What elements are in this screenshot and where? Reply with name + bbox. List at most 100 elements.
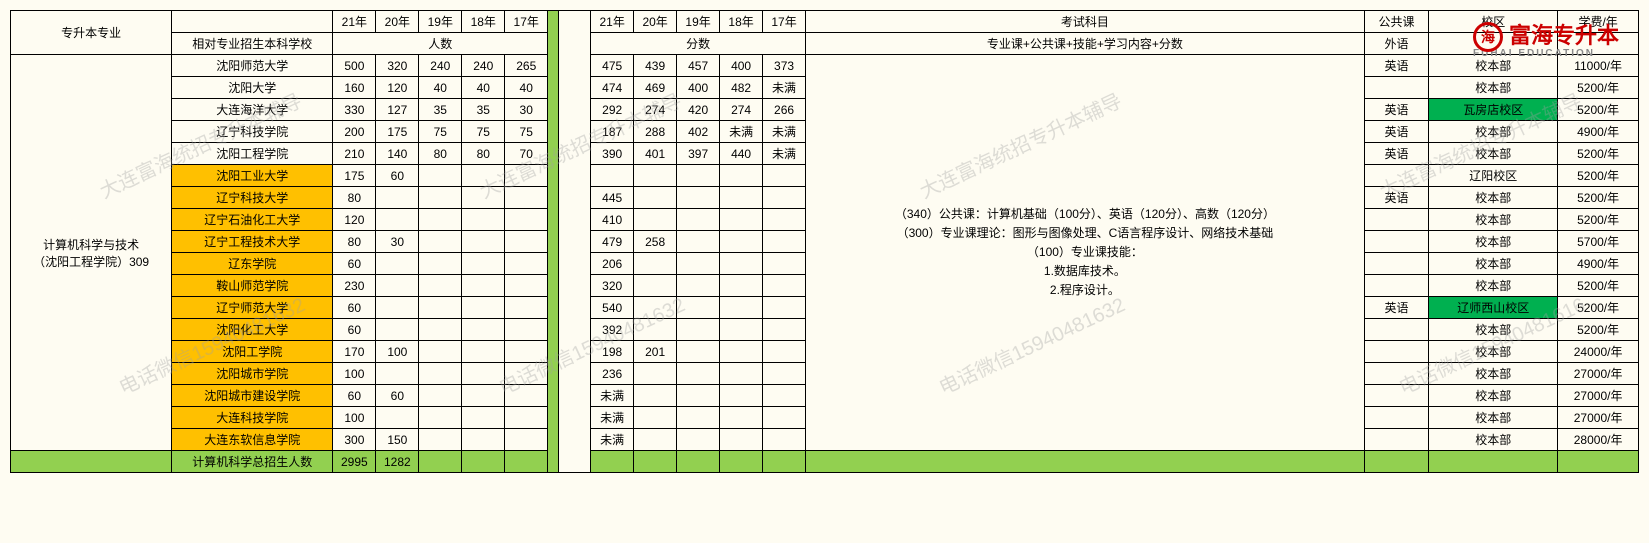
tuition-cell: 5200/年: [1558, 77, 1639, 99]
tuition-cell: 28000/年: [1558, 429, 1639, 451]
score-cell: 未满: [763, 121, 806, 143]
score-cell: 400: [720, 55, 763, 77]
lang-cell: [1364, 319, 1428, 341]
school-name: 沈阳工学院: [172, 341, 333, 363]
score-cell: 420: [677, 99, 720, 121]
count-cell: [419, 407, 462, 429]
score-cell: [634, 275, 677, 297]
lang-cell: 英语: [1364, 187, 1428, 209]
count-cell: [419, 363, 462, 385]
summary-row: 计算机科学总招生人数29951282: [11, 451, 1639, 473]
score-cell: [763, 297, 806, 319]
count-cell: 320: [376, 55, 419, 77]
school-name: 大连科技学院: [172, 407, 333, 429]
count-cell: [419, 209, 462, 231]
lang-cell: [1364, 165, 1428, 187]
count-cell: [462, 165, 505, 187]
summary-blank: [806, 451, 1365, 473]
tuition-cell: 5200/年: [1558, 297, 1639, 319]
count-cell: 175: [333, 165, 376, 187]
score-cell: [677, 275, 720, 297]
campus-cell: 辽阳校区: [1429, 165, 1558, 187]
count-cell: [505, 297, 548, 319]
count-cell: [462, 385, 505, 407]
campus-cell: 校本部: [1429, 363, 1558, 385]
count-cell: 150: [376, 429, 419, 451]
count-cell: [462, 253, 505, 275]
score-cell: 274: [634, 99, 677, 121]
score-cell: [634, 363, 677, 385]
score-cell: 390: [591, 143, 634, 165]
summary-count: 1282: [376, 451, 419, 473]
count-cell: 160: [333, 77, 376, 99]
tuition-cell: 27000/年: [1558, 363, 1639, 385]
year-count: 17年: [505, 11, 548, 33]
score-cell: [677, 165, 720, 187]
score-cell: [720, 319, 763, 341]
campus-cell: 校本部: [1429, 407, 1558, 429]
lang-cell: 英语: [1364, 297, 1428, 319]
score-cell: 198: [591, 341, 634, 363]
score-cell: 410: [591, 209, 634, 231]
tuition-cell: 5200/年: [1558, 319, 1639, 341]
page-wrapper: 海富海专升本 FUHAI EDUCATION 专升本专业21年20年19年18年…: [10, 10, 1639, 473]
tuition-cell: 4900/年: [1558, 253, 1639, 275]
lang-cell: 英语: [1364, 143, 1428, 165]
count-cell: [505, 165, 548, 187]
admissions-table: 专升本专业21年20年19年18年17年21年20年19年18年17年考试科目公…: [10, 10, 1639, 473]
score-cell: [763, 231, 806, 253]
score-cell: [720, 253, 763, 275]
major-header: 专升本专业: [11, 11, 172, 55]
campus-cell: 校本部: [1429, 121, 1558, 143]
lang-cell: [1364, 253, 1428, 275]
count-cell: 60: [333, 319, 376, 341]
score-cell: 未满: [720, 121, 763, 143]
count-cell: [376, 275, 419, 297]
score-cell: [720, 385, 763, 407]
score-cell: [720, 363, 763, 385]
count-cell: 265: [505, 55, 548, 77]
count-cell: 80: [333, 231, 376, 253]
year-count: 21年: [333, 11, 376, 33]
score-cell: 187: [591, 121, 634, 143]
lang-cell: [1364, 363, 1428, 385]
score-cell: [677, 363, 720, 385]
campus-cell: 校本部: [1429, 187, 1558, 209]
lang-cell: [1364, 77, 1428, 99]
year-score: 19年: [677, 11, 720, 33]
school-name: 沈阳城市学院: [172, 363, 333, 385]
divider-gap: [558, 11, 590, 473]
count-cell: 500: [333, 55, 376, 77]
count-cell: 80: [419, 143, 462, 165]
score-label: 分数: [591, 33, 806, 55]
count-cell: [419, 341, 462, 363]
score-cell: 457: [677, 55, 720, 77]
campus-cell: 校本部: [1429, 275, 1558, 297]
lang-cell: [1364, 429, 1428, 451]
count-cell: [505, 341, 548, 363]
summary-count: [419, 451, 462, 473]
score-cell: 397: [677, 143, 720, 165]
score-cell: 206: [591, 253, 634, 275]
count-cell: 210: [333, 143, 376, 165]
exam-sub: 专业课+公共课+技能+学习内容+分数: [806, 33, 1365, 55]
count-cell: [419, 253, 462, 275]
summary-blank: [1364, 451, 1428, 473]
school-name: 辽东学院: [172, 253, 333, 275]
count-cell: [376, 253, 419, 275]
school-name: 辽宁师范大学: [172, 297, 333, 319]
score-cell: 未满: [591, 429, 634, 451]
school-name: 沈阳师范大学: [172, 55, 333, 77]
exam-header: 考试科目: [806, 11, 1365, 33]
count-cell: 40: [505, 77, 548, 99]
score-cell: [763, 275, 806, 297]
score-cell: [763, 165, 806, 187]
year-score: 20年: [634, 11, 677, 33]
school-name: 辽宁工程技术大学: [172, 231, 333, 253]
count-cell: [462, 187, 505, 209]
count-cell: [462, 429, 505, 451]
count-cell: 120: [333, 209, 376, 231]
score-cell: 475: [591, 55, 634, 77]
score-cell: [591, 165, 634, 187]
score-cell: 400: [677, 77, 720, 99]
